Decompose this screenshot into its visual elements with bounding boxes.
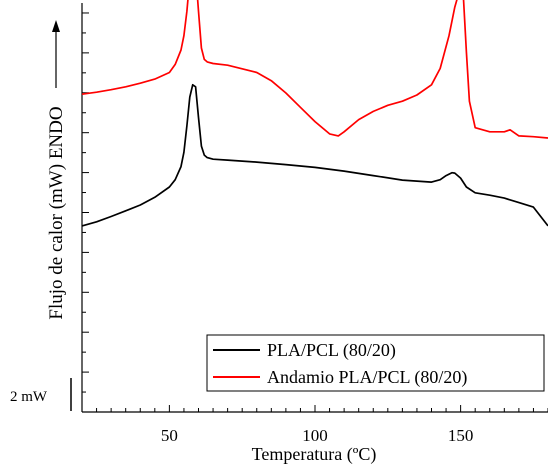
endo-arrow-head <box>52 20 60 32</box>
x-tick-label: 150 <box>448 426 474 445</box>
series-line-1 <box>81 83 548 227</box>
legend-label-1: PLA/PCL (80/20) <box>267 340 396 361</box>
y-axis-label: Flujo de calor (mW) ENDO <box>46 106 67 319</box>
legend-label-2: Andamio PLA/PCL (80/20) <box>267 367 467 388</box>
endo-arrow-icon <box>52 20 60 88</box>
scale-bar-label: 2 mW <box>10 389 48 405</box>
legend-box <box>206 334 545 392</box>
x-tick-label: 100 <box>302 426 328 445</box>
series-curves <box>81 0 548 227</box>
series-line-2 <box>81 0 548 139</box>
axis-ticks: 50 100 150 <box>81 12 548 445</box>
x-axis-label: Temperatura (ºC) <box>252 444 377 465</box>
x-tick-label: 50 <box>161 426 178 445</box>
legend: PLA/PCL (80/20) Andamio PLA/PCL (80/20) <box>206 334 545 392</box>
